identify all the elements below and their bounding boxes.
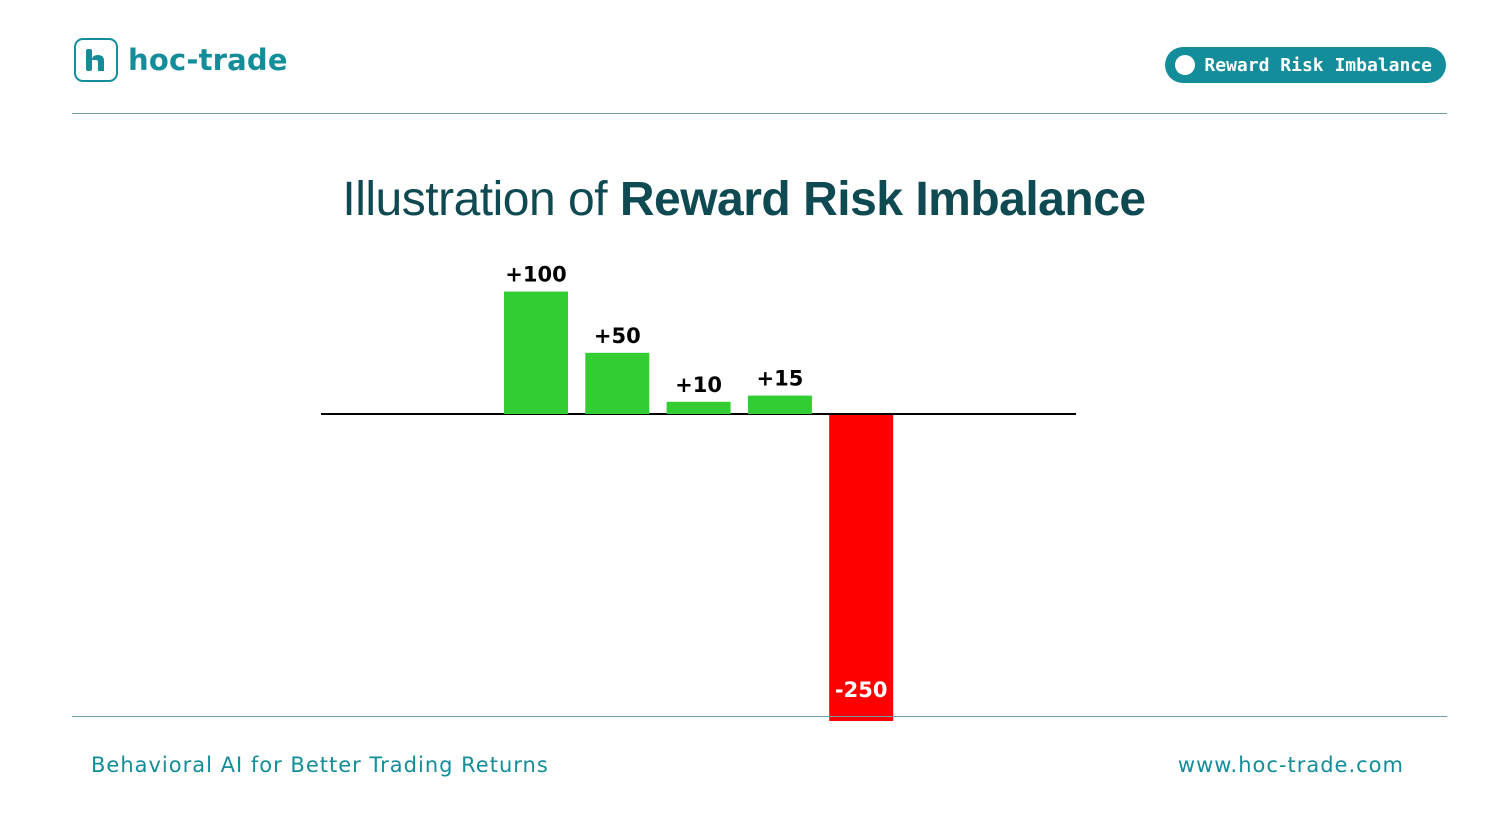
bar-label-5: +10 xyxy=(675,373,722,397)
bar-label-7: -250 xyxy=(835,678,888,702)
bar-3 xyxy=(504,291,568,414)
footer-website[interactable]: www.hoc-trade.com xyxy=(1177,753,1404,777)
page-title: Illustration of Reward Risk Imbalance xyxy=(0,172,1488,227)
h-logo-icon xyxy=(74,38,118,82)
bar-7 xyxy=(829,415,894,721)
bar-4 xyxy=(585,352,650,414)
bar-label-6: +15 xyxy=(756,367,803,391)
footer-divider xyxy=(72,716,1447,717)
header-divider xyxy=(72,113,1447,114)
bar-6 xyxy=(747,395,812,414)
brand-logo[interactable]: hoc-trade xyxy=(74,38,288,82)
bar-5 xyxy=(666,401,731,414)
page-title-light: Illustration of xyxy=(342,173,620,226)
topic-badge: Reward Risk Imbalance xyxy=(1165,47,1446,83)
bar-label-4: +50 xyxy=(594,324,641,348)
bar-label-3: +100 xyxy=(505,263,566,287)
page-title-strong: Reward Risk Imbalance xyxy=(619,173,1146,226)
topic-badge-label: Reward Risk Imbalance xyxy=(1204,54,1432,76)
dot-icon xyxy=(1175,55,1196,75)
brand-name: hoc-trade xyxy=(128,43,288,77)
footer-tagline: Behavioral AI for Better Trading Returns xyxy=(91,753,549,777)
